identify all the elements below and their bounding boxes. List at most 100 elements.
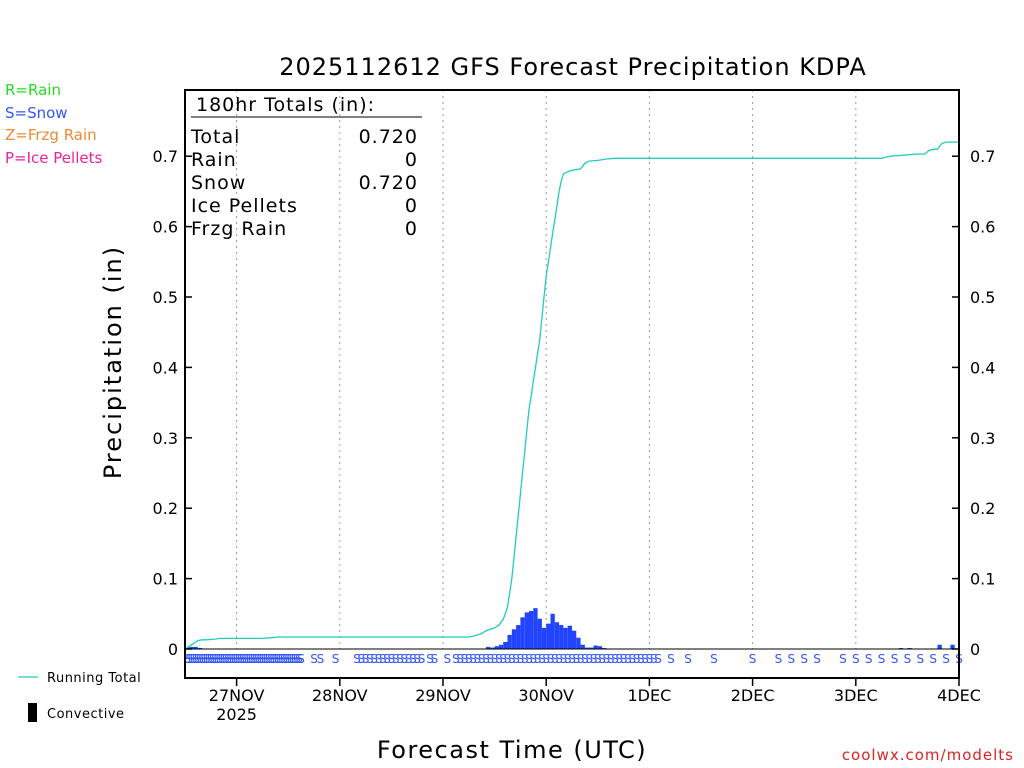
y-tick-label-right-5: 0.5 bbox=[970, 288, 995, 307]
precip-bar-6 bbox=[494, 646, 499, 649]
ptype-marker-98: S bbox=[547, 652, 555, 666]
ptype-marker-84: S bbox=[486, 652, 494, 666]
precip-bar-24 bbox=[572, 630, 577, 649]
ptype-marker-135: S bbox=[878, 652, 886, 666]
ptype-marker-25: S bbox=[237, 652, 245, 666]
chart-title: 2025112612 GFS Forecast Precipitation KD… bbox=[279, 53, 867, 81]
precip-bar-21 bbox=[559, 625, 564, 649]
y-tick-label-right-4: 0.4 bbox=[970, 358, 995, 377]
y-tick-label-left-7: 0.7 bbox=[153, 147, 178, 166]
ptype-marker-38: S bbox=[265, 652, 273, 666]
precip-bar-8 bbox=[503, 641, 508, 649]
ptype-marker-18: S bbox=[222, 652, 230, 666]
ptype-marker-106: S bbox=[581, 652, 589, 666]
ptype-marker-9: S bbox=[203, 652, 211, 666]
ptype-marker-45: S bbox=[280, 652, 288, 666]
x-tick-label-6: 3DEC bbox=[834, 686, 878, 705]
ptype-marker-88: S bbox=[504, 652, 512, 666]
ptype-marker-27: S bbox=[241, 652, 249, 666]
ptype-marker-13: S bbox=[211, 652, 219, 666]
ptype-marker-136: S bbox=[891, 652, 899, 666]
ptype-marker-57: S bbox=[353, 652, 361, 666]
ptype-marker-62: S bbox=[375, 652, 383, 666]
ptype-marker-132: S bbox=[839, 652, 847, 666]
y-tick-label-left-0: 0 bbox=[168, 640, 178, 659]
precip-bar-4 bbox=[486, 646, 491, 649]
ptype-marker-125: S bbox=[684, 652, 692, 666]
y-tick-label-left-3: 0.3 bbox=[153, 429, 178, 448]
ptype-marker-95: S bbox=[534, 652, 542, 666]
precip-bar-30 bbox=[597, 646, 603, 649]
ptype-marker-110: S bbox=[598, 652, 606, 666]
y-tick-label-right-1: 0.1 bbox=[970, 570, 995, 589]
ptype-marker-79: S bbox=[465, 652, 473, 666]
x-axis-label: Forecast Time (UTC) bbox=[377, 736, 647, 764]
ptype-marker-102: S bbox=[564, 652, 572, 666]
ptype-marker-20: S bbox=[226, 652, 234, 666]
ptype-marker-138: S bbox=[916, 652, 924, 666]
ptype-marker-131: S bbox=[813, 652, 821, 666]
ptype-marker-43: S bbox=[276, 652, 284, 666]
totals-row-value-4: 0 bbox=[405, 218, 418, 240]
ptype-marker-85: S bbox=[491, 652, 499, 666]
y-tick-label-right-0: 0 bbox=[970, 640, 980, 659]
totals-box: 180hr Totals (in): Total 0.720 Rain 0 Snow 0.… bbox=[190, 94, 422, 240]
totals-row-label-4: Frzg Rain bbox=[191, 218, 287, 240]
precip-bar-9 bbox=[507, 634, 512, 649]
convective-legend-label: Convective bbox=[47, 707, 125, 722]
precip-bar-34 bbox=[937, 644, 942, 649]
ptype-marker-42: S bbox=[274, 652, 282, 666]
ptype-marker-12: S bbox=[209, 652, 217, 666]
ptype-marker-99: S bbox=[551, 652, 559, 666]
ptype-marker-46: S bbox=[282, 652, 290, 666]
ptype-marker-120: S bbox=[641, 652, 649, 666]
series-legend: Running Total Convective bbox=[18, 671, 141, 722]
ptype-marker-54: S bbox=[310, 652, 318, 666]
ptype-marker-112: S bbox=[607, 652, 615, 666]
ptype-marker-80: S bbox=[469, 652, 477, 666]
ptype-marker-94: S bbox=[529, 652, 537, 666]
y-tick-label-left-5: 0.5 bbox=[153, 288, 178, 307]
ptype-marker-5: S bbox=[194, 652, 202, 666]
ptype-marker-115: S bbox=[620, 652, 628, 666]
precip-bar-25 bbox=[576, 637, 581, 649]
ptype-marker-26: S bbox=[239, 652, 247, 666]
ptype-marker-32: S bbox=[252, 652, 260, 666]
ptype-marker-129: S bbox=[787, 652, 795, 666]
x-tick-label-2: 29NOV bbox=[415, 686, 471, 705]
y-tick-label-right-6: 0.6 bbox=[970, 218, 995, 237]
ptype-marker-7: S bbox=[198, 652, 206, 666]
precip-bar-20 bbox=[554, 622, 560, 649]
precip-bar-16 bbox=[537, 618, 542, 649]
ptype-marker-28: S bbox=[244, 652, 252, 666]
ptype-marker-55: S bbox=[317, 652, 325, 666]
ptype-marker-100: S bbox=[555, 652, 563, 666]
ptype-marker-24: S bbox=[235, 652, 243, 666]
ptype-marker-31: S bbox=[250, 652, 258, 666]
ptype-marker-93: S bbox=[525, 652, 533, 666]
ptype-marker-96: S bbox=[538, 652, 546, 666]
y-tick-label-right-2: 0.2 bbox=[970, 499, 995, 518]
ptype-marker-66: S bbox=[392, 652, 400, 666]
precip-bar-2 bbox=[193, 646, 198, 649]
ptype-marker-105: S bbox=[577, 652, 585, 666]
ptype-marker-73: S bbox=[426, 652, 434, 666]
legend-snow: S=Snow bbox=[5, 104, 68, 122]
ptype-marker-10: S bbox=[205, 652, 213, 666]
totals-row-value-1: 0 bbox=[405, 149, 418, 171]
ptype-marker-2: S bbox=[188, 652, 196, 666]
totals-row-label-0: Total bbox=[190, 126, 240, 148]
ptype-marker-23: S bbox=[233, 652, 241, 666]
x-tick-label-4: 1DEC bbox=[628, 686, 672, 705]
precip-bar-1 bbox=[189, 646, 194, 649]
totals-row-value-0: 0.720 bbox=[359, 126, 418, 148]
ptype-marker-70: S bbox=[409, 652, 417, 666]
precip-bar-28 bbox=[589, 647, 594, 649]
ptype-marker-137: S bbox=[904, 652, 912, 666]
ptype-marker-133: S bbox=[852, 652, 860, 666]
ptype-marker-59: S bbox=[362, 652, 370, 666]
x-tick-label-5: 2DEC bbox=[731, 686, 775, 705]
ptype-marker-11: S bbox=[207, 652, 215, 666]
precip-bar-27 bbox=[584, 647, 590, 649]
y-axis-ticks: 0 00.1 0.10.2 0.20.3 0.30.4 0.40.5 0.50.6 0.60.… bbox=[153, 147, 996, 659]
